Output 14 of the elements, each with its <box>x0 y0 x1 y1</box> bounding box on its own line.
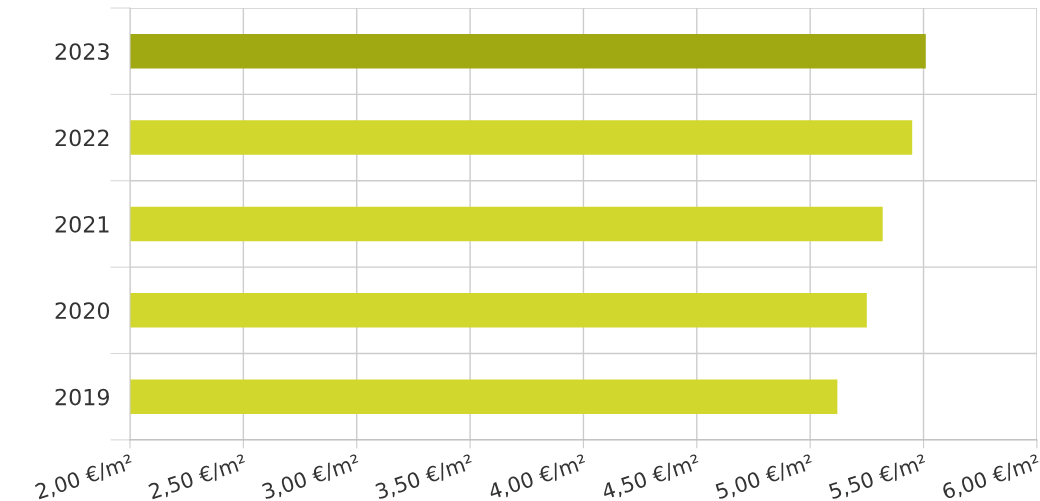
x-tick-label: 3,50 €/m² <box>374 453 475 501</box>
y-tick-label: 2021 <box>55 215 109 233</box>
y-tick-label: 2023 <box>55 43 109 60</box>
x-tick-label: 4,50 €/m² <box>600 453 702 501</box>
x-tick-label: 5,00 €/m² <box>714 453 815 501</box>
x-tick-label: 4,00 €/m² <box>487 453 588 501</box>
y-tick-label: 2019 <box>55 388 109 406</box>
x-tick-label: 6,00 €/m² <box>941 453 1040 501</box>
x-tick-label: 5,50 €/m² <box>828 453 928 501</box>
x-tick-label: 3,00 €/m² <box>261 453 362 501</box>
y-tick-label: 2020 <box>55 302 110 320</box>
y-tick-label: 2022 <box>55 129 109 147</box>
x-tick-label: 2,50 €/m² <box>147 453 248 501</box>
x-tick-label: 2,00 €/m² <box>34 453 135 501</box>
